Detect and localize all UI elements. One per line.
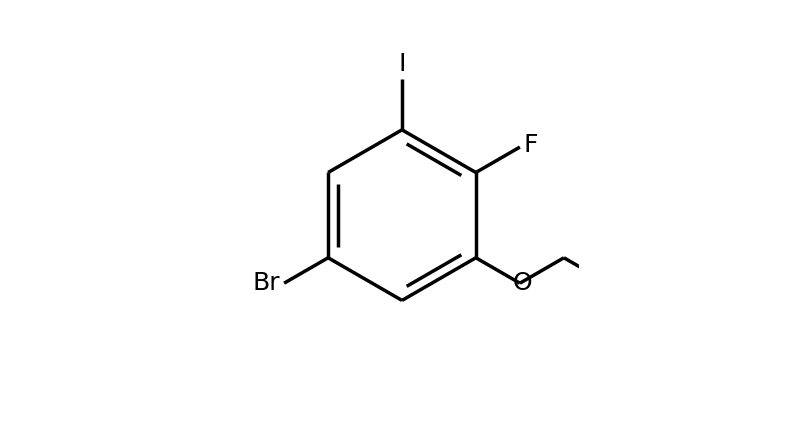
Text: Br: Br xyxy=(253,271,280,295)
Text: O: O xyxy=(513,271,532,295)
Text: I: I xyxy=(399,52,406,76)
Text: F: F xyxy=(523,133,538,158)
